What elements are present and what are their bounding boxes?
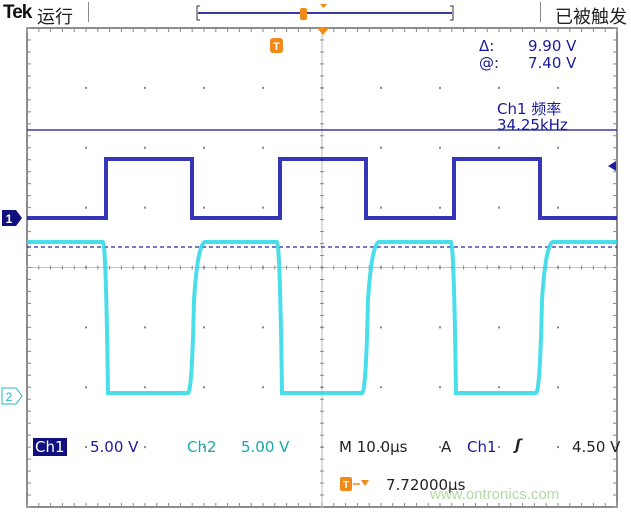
ch2-scale[interactable]: 5.00 V (241, 438, 290, 456)
svg-text:2: 2 (6, 390, 13, 404)
ch1-scale[interactable]: 5.00 V (90, 438, 139, 456)
measurement-label: Ch1 频率 (497, 100, 562, 118)
trigger-icon: T (270, 38, 283, 53)
divider (88, 2, 89, 22)
status-bar: Tek 运行 已被触发 (0, 0, 631, 28)
measurement-value: 34.25kHz (497, 116, 568, 134)
cursor-at-value: 7.40 V (528, 54, 577, 72)
watermark: www.ontronics.com (430, 486, 560, 503)
trigger-position-icon (300, 8, 307, 20)
ch1-label[interactable]: Ch1 (33, 438, 67, 456)
trigger-time-marker-icon[interactable] (317, 28, 329, 35)
trigger-offset-icon: T (340, 477, 369, 491)
brand-logo: Tek (3, 2, 32, 23)
trigger-mode: A (441, 438, 452, 456)
ch2-ground-marker[interactable]: 2 (1, 387, 23, 405)
cursor-at-label: @: (479, 54, 500, 72)
trigger-level[interactable]: 4.50 V (572, 438, 621, 456)
cursor-delta-value: 9.90 V (528, 37, 577, 55)
trigger-source[interactable]: Ch1 (467, 438, 497, 456)
trigger-level-arrow-icon[interactable] (608, 161, 616, 171)
graticule (26, 27, 618, 508)
record-position-bar[interactable] (196, 4, 454, 21)
svg-text:1: 1 (6, 212, 13, 226)
timebase-scale[interactable]: M 10.0µs (339, 438, 408, 456)
ch2-waveform (27, 240, 617, 395)
ch1-ground-marker[interactable]: 1 (2, 210, 22, 226)
divider (540, 2, 541, 22)
rising-edge-icon: ʃ (515, 436, 522, 454)
trigger-state: 已被触发 (555, 7, 627, 28)
trigger-position-value: 7.72000µs (386, 476, 466, 494)
ch2-label[interactable]: Ch2 (187, 438, 217, 456)
ch1-waveform (27, 157, 617, 220)
svg-text:T: T (343, 480, 349, 491)
cursor-delta-label: Δ: (479, 37, 495, 55)
svg-text:T: T (273, 41, 280, 53)
run-state: 运行 (37, 7, 73, 28)
